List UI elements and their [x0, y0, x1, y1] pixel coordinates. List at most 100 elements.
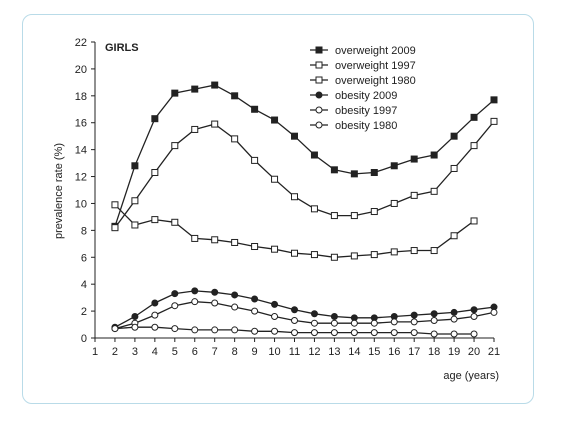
x-tick-label: 8	[232, 346, 238, 358]
data-point	[131, 162, 139, 170]
data-point	[310, 319, 318, 327]
y-tick-label: 12	[75, 172, 87, 184]
data-point	[450, 164, 458, 172]
data-point	[310, 205, 318, 213]
data-point	[251, 156, 259, 164]
data-point	[430, 310, 438, 318]
legend-label-obesity-1997: obesity 1997	[335, 105, 397, 117]
data-point	[271, 116, 279, 124]
data-point	[191, 287, 199, 295]
data-point	[470, 142, 478, 150]
y-tick-label: 2	[81, 306, 87, 318]
chart-title: GIRLS	[105, 42, 139, 54]
data-point	[410, 329, 418, 337]
data-point	[271, 245, 279, 253]
x-tick-label: 19	[448, 346, 460, 358]
data-point	[291, 317, 298, 325]
data-point	[450, 315, 458, 323]
legend-marker-overweight-2009	[315, 46, 323, 54]
series-overweight-1980	[111, 201, 478, 261]
data-point	[390, 248, 398, 256]
data-point	[330, 253, 338, 261]
x-tick-label: 12	[308, 346, 320, 358]
data-point	[151, 216, 159, 224]
data-point	[151, 311, 159, 319]
y-tick-label: 16	[75, 118, 87, 130]
data-point	[350, 252, 358, 260]
data-point	[131, 323, 139, 331]
data-point	[271, 300, 279, 308]
x-tick-label: 2	[112, 346, 118, 358]
data-point	[211, 326, 219, 334]
data-point	[450, 308, 458, 316]
data-point	[450, 232, 458, 240]
data-point	[211, 299, 219, 307]
y-tick-label: 10	[75, 198, 87, 210]
x-tick-label: 7	[212, 346, 218, 358]
data-point	[231, 326, 239, 334]
data-point	[330, 319, 338, 327]
y-tick-label: 6	[81, 252, 87, 264]
data-point	[251, 327, 259, 335]
data-point	[231, 303, 239, 311]
data-point	[191, 326, 199, 334]
x-axis-label: age (years)	[443, 370, 499, 382]
data-point	[231, 135, 239, 143]
data-point	[171, 302, 179, 310]
series-obesity-1980	[111, 323, 478, 338]
data-point	[131, 197, 139, 205]
x-tick-label: 21	[488, 346, 500, 358]
data-point	[211, 236, 219, 244]
data-point	[171, 89, 179, 97]
data-point	[470, 113, 478, 121]
data-point	[171, 218, 179, 226]
series-line-overweight-1980	[114, 204, 475, 258]
data-point	[430, 151, 438, 159]
data-point	[430, 247, 438, 255]
data-point	[211, 120, 219, 128]
x-tick-label: 20	[468, 346, 480, 358]
data-point	[171, 142, 179, 150]
x-tick-label: 10	[268, 346, 280, 358]
x-tick-label: 18	[428, 346, 440, 358]
data-point	[271, 175, 279, 183]
legend-label-overweight-1980: overweight 1980	[335, 75, 416, 87]
data-point	[310, 329, 318, 337]
y-tick-label: 4	[81, 279, 87, 291]
data-point	[390, 329, 398, 337]
data-point	[111, 201, 119, 209]
data-point	[251, 105, 259, 113]
data-point	[390, 199, 398, 207]
data-point	[111, 325, 119, 333]
data-point	[231, 291, 239, 299]
data-point	[430, 317, 438, 325]
series-obesity-1997	[111, 298, 498, 333]
legend-marker-overweight-1997	[315, 61, 323, 69]
data-point	[131, 221, 139, 229]
data-point	[390, 318, 398, 326]
data-point	[291, 249, 298, 257]
data-point	[370, 208, 378, 216]
data-point	[350, 212, 358, 220]
chart-frame	[22, 14, 534, 404]
y-tick-label: 20	[75, 64, 87, 76]
data-point	[291, 329, 298, 337]
data-point	[191, 298, 199, 306]
data-point	[291, 306, 298, 314]
data-point	[470, 306, 478, 314]
data-point	[211, 288, 219, 296]
data-point	[430, 330, 438, 338]
data-point	[291, 132, 298, 140]
y-axis-label: prevalence rate (%)	[53, 143, 65, 239]
data-point	[151, 115, 159, 123]
data-point	[330, 329, 338, 337]
x-tick-label: 4	[152, 346, 158, 358]
series-overweight-1997	[111, 117, 498, 232]
legend: overweight 2009 overweight 1997 overweight…	[310, 45, 416, 132]
data-point	[410, 191, 418, 199]
x-tick-label: 1	[92, 346, 98, 358]
data-point	[450, 132, 458, 140]
x-tick-label: 15	[368, 346, 380, 358]
data-point	[310, 310, 318, 318]
